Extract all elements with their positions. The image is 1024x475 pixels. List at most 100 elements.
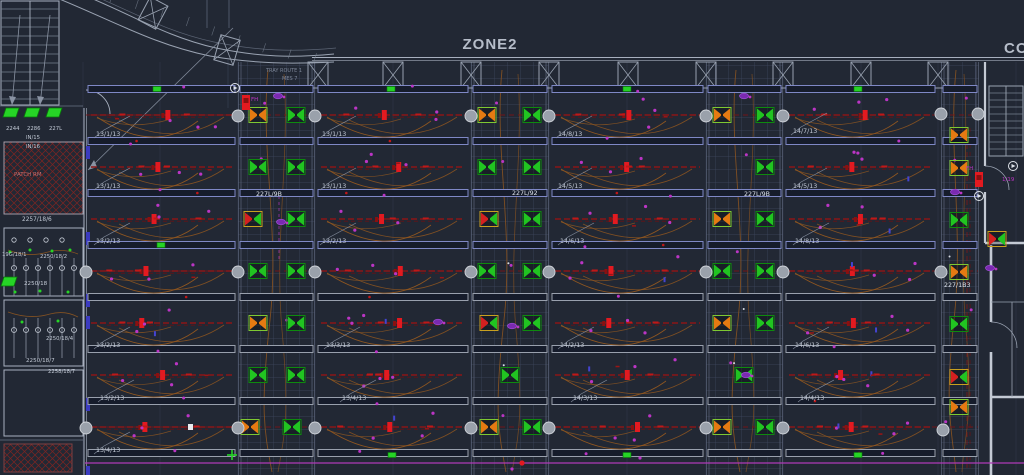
annotation-label: 227L/9B	[744, 191, 770, 198]
bowtie-symbol	[949, 264, 969, 280]
annotation-label: 227L/9B	[256, 191, 282, 198]
svg-text:13/3/13: 13/3/13	[326, 342, 350, 349]
svg-text:MES 7: MES 7	[282, 76, 297, 82]
bowtie-symbol	[522, 159, 542, 175]
annotation-label: 13/1/13	[319, 167, 357, 191]
column-marker	[308, 265, 322, 279]
ramp	[60, 0, 337, 171]
annotation-label: PATCH RM	[14, 172, 42, 178]
annotation-label: 2250/18/7	[26, 358, 55, 364]
bowtie-symbol	[949, 127, 969, 143]
wall-brace	[772, 61, 794, 89]
column-marker	[776, 109, 790, 123]
svg-text:14/3/13: 14/3/13	[573, 395, 597, 402]
annotation-label: 14/8/13	[555, 115, 593, 139]
column-marker	[231, 109, 245, 123]
annotation-label: 13/1/13	[93, 115, 131, 139]
ramp-brace	[137, 0, 169, 30]
svg-text:14/5/13: 14/5/13	[558, 183, 582, 190]
column-marker	[776, 265, 790, 279]
column-marker	[936, 423, 950, 437]
column-marker	[699, 421, 713, 435]
bowtie-symbol	[477, 263, 497, 279]
annotation-label: 13/4/13	[339, 379, 377, 403]
annotation-label: 2244	[6, 126, 20, 132]
bottom-boundary	[85, 456, 1024, 471]
bowtie-symbol	[248, 315, 268, 331]
column-marker	[776, 421, 790, 435]
annotation-label: 2257/18/6	[22, 217, 52, 223]
bowtie-symbol	[522, 263, 542, 279]
annotation-label: 19G/18/1	[2, 252, 27, 258]
annotation-label: 2286	[27, 126, 41, 132]
svg-text:227L/9B: 227L/9B	[744, 191, 770, 198]
annotation-label: 2258/18/7	[48, 369, 75, 375]
svg-text:14/8/13: 14/8/13	[795, 238, 819, 245]
annotation-label: FH	[966, 166, 973, 172]
svg-text:14/4/13: 14/4/13	[800, 395, 824, 402]
bowtie-symbol	[248, 263, 268, 279]
svg-text:1/19: 1/19	[1002, 177, 1015, 183]
annotation-label: 14/7/13	[790, 112, 828, 136]
bowtie-symbol	[286, 263, 306, 279]
top-wall	[206, 0, 1024, 108]
annotation-label: 14/6/13	[792, 326, 830, 350]
bowtie-symbol	[479, 211, 499, 227]
svg-text:2250/18: 2250/18	[24, 281, 48, 287]
svg-text:14/6/13: 14/6/13	[795, 342, 819, 349]
column-marker	[231, 421, 245, 435]
svg-text:13/1/13: 13/1/13	[96, 183, 120, 190]
bowtie-symbol	[712, 211, 732, 227]
bowtie-symbol	[286, 159, 306, 175]
svg-text:227L: 227L	[49, 126, 62, 132]
svg-text:13/2/13: 13/2/13	[96, 238, 120, 245]
svg-text:FH: FH	[966, 166, 973, 172]
svg-text:227L/92: 227L/92	[512, 190, 538, 197]
annotation-label: TRAY ROUTE 1	[265, 68, 302, 74]
annotation-label: IN/16	[26, 144, 41, 150]
svg-text:227L/9B: 227L/9B	[256, 191, 282, 198]
equipment-marks	[152, 83, 1018, 460]
annotation-label: 13/2/13	[97, 379, 135, 403]
column-marker	[308, 421, 322, 435]
annotation-label: 14/2/13	[557, 326, 595, 350]
bowtie-symbol	[248, 107, 268, 123]
svg-text:2257/18/6: 2257/18/6	[22, 217, 52, 223]
annotation-label: 14/8/13	[792, 222, 830, 246]
annotation-label: 14/3/13	[570, 379, 608, 403]
bowtie-symbol	[286, 315, 306, 331]
annotation-label: 2250/18/2	[40, 254, 67, 260]
wall-brace	[695, 61, 717, 89]
bowtie-symbol	[712, 263, 732, 279]
bowtie-symbol	[522, 107, 542, 123]
bowtie-symbol	[712, 315, 732, 331]
beam-bars	[87, 85, 978, 457]
wall-brace	[617, 61, 639, 89]
svg-text:13/2/13: 13/2/13	[96, 342, 120, 349]
left-rooms	[0, 0, 111, 475]
annotation-label: 14/6/13	[557, 222, 595, 246]
annotation-label: IN/15	[26, 135, 40, 141]
svg-text:14/2/13: 14/2/13	[560, 342, 584, 349]
bowtie-symbol	[243, 211, 263, 227]
svg-text:13/2/13: 13/2/13	[100, 395, 124, 402]
column-marker	[79, 421, 93, 435]
svg-text:227/1B3: 227/1B3	[944, 282, 970, 289]
bowtie-symbol	[949, 399, 969, 415]
bowtie-symbol	[755, 419, 775, 435]
svg-text:2250/18/7: 2250/18/7	[26, 358, 55, 364]
bowtie-symbol	[286, 107, 306, 123]
wall-brace	[460, 61, 482, 89]
wall-brace	[538, 61, 560, 89]
bowtie-symbol	[755, 315, 775, 331]
annotation-label: 1/19	[1002, 177, 1015, 183]
svg-text:IN/16: IN/16	[26, 144, 41, 150]
column-marker	[79, 265, 93, 279]
bowtie-symbol	[755, 107, 775, 123]
svg-text:14/5/13: 14/5/13	[793, 183, 817, 190]
column-marker	[464, 421, 478, 435]
annotation-label: 13/4/13	[93, 431, 131, 455]
bowtie-symbol	[712, 419, 732, 435]
